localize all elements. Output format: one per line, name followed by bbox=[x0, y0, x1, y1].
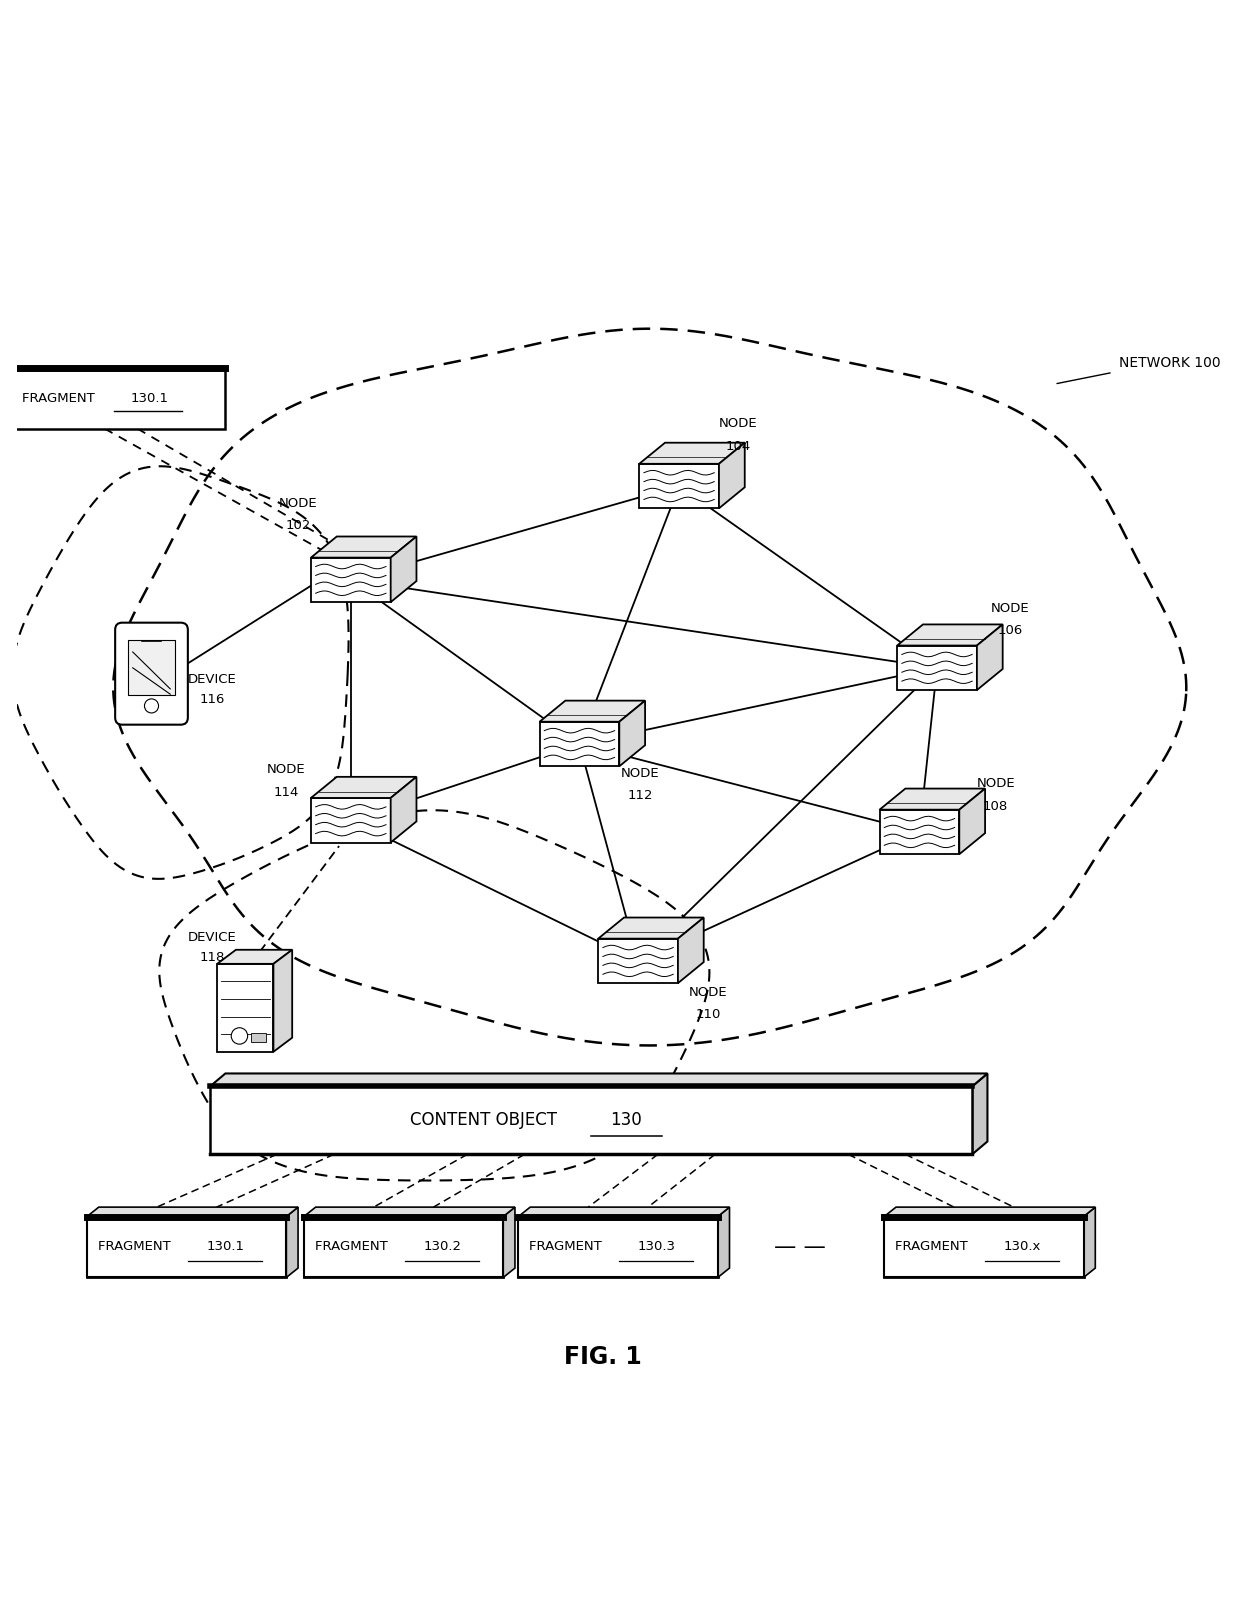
FancyBboxPatch shape bbox=[304, 1216, 503, 1277]
Polygon shape bbox=[678, 917, 704, 983]
Text: FIG. 1: FIG. 1 bbox=[564, 1345, 642, 1370]
Polygon shape bbox=[217, 964, 274, 1051]
Polygon shape bbox=[391, 537, 417, 602]
Polygon shape bbox=[960, 789, 985, 854]
Text: 130.x: 130.x bbox=[1004, 1240, 1042, 1253]
FancyBboxPatch shape bbox=[128, 640, 175, 695]
FancyBboxPatch shape bbox=[115, 623, 187, 724]
Polygon shape bbox=[539, 700, 645, 721]
Polygon shape bbox=[884, 1208, 1095, 1216]
FancyBboxPatch shape bbox=[210, 1087, 972, 1155]
Polygon shape bbox=[598, 917, 704, 938]
Text: 130.1: 130.1 bbox=[206, 1240, 244, 1253]
Polygon shape bbox=[640, 464, 719, 508]
Text: 130: 130 bbox=[610, 1111, 642, 1129]
Polygon shape bbox=[719, 443, 745, 508]
Polygon shape bbox=[977, 624, 1003, 690]
Text: 118: 118 bbox=[200, 951, 226, 964]
Text: CONTENT OBJECT: CONTENT OBJECT bbox=[409, 1111, 562, 1129]
Polygon shape bbox=[718, 1208, 729, 1277]
FancyBboxPatch shape bbox=[87, 1216, 286, 1277]
Polygon shape bbox=[972, 1074, 987, 1155]
Polygon shape bbox=[87, 1208, 298, 1216]
Text: NODE: NODE bbox=[279, 496, 317, 511]
Text: 110: 110 bbox=[696, 1009, 722, 1022]
Text: FRAGMENT: FRAGMENT bbox=[895, 1240, 972, 1253]
Text: 114: 114 bbox=[274, 786, 299, 799]
Text: 130.1: 130.1 bbox=[130, 391, 169, 404]
Polygon shape bbox=[311, 537, 417, 558]
Text: FRAGMENT: FRAGMENT bbox=[529, 1240, 606, 1253]
Text: 112: 112 bbox=[627, 789, 653, 802]
Text: 116: 116 bbox=[200, 694, 226, 707]
Polygon shape bbox=[518, 1208, 729, 1216]
Text: — —: — — bbox=[774, 1237, 826, 1256]
Polygon shape bbox=[1084, 1208, 1095, 1277]
Text: FRAGMENT: FRAGMENT bbox=[22, 391, 99, 404]
Text: 130.3: 130.3 bbox=[637, 1240, 676, 1253]
Polygon shape bbox=[252, 1033, 267, 1043]
Text: DEVICE: DEVICE bbox=[188, 673, 237, 686]
FancyBboxPatch shape bbox=[7, 367, 224, 429]
Text: DEVICE: DEVICE bbox=[188, 931, 237, 944]
Polygon shape bbox=[539, 721, 619, 766]
Polygon shape bbox=[311, 776, 417, 797]
Polygon shape bbox=[311, 558, 391, 602]
Text: NODE: NODE bbox=[991, 602, 1029, 614]
Polygon shape bbox=[898, 645, 977, 690]
Text: NODE: NODE bbox=[267, 763, 305, 776]
Polygon shape bbox=[210, 1074, 987, 1087]
Text: NETWORK 100: NETWORK 100 bbox=[1118, 356, 1220, 370]
Polygon shape bbox=[619, 700, 645, 766]
Circle shape bbox=[231, 1028, 248, 1045]
Polygon shape bbox=[879, 810, 960, 854]
Text: FRAGMENT: FRAGMENT bbox=[98, 1240, 175, 1253]
Polygon shape bbox=[879, 789, 985, 810]
FancyBboxPatch shape bbox=[518, 1216, 718, 1277]
Polygon shape bbox=[503, 1208, 515, 1277]
Polygon shape bbox=[286, 1208, 298, 1277]
Polygon shape bbox=[311, 797, 391, 842]
Text: NODE: NODE bbox=[689, 986, 728, 999]
Text: FRAGMENT: FRAGMENT bbox=[315, 1240, 392, 1253]
Polygon shape bbox=[274, 949, 293, 1051]
Polygon shape bbox=[640, 443, 745, 464]
Polygon shape bbox=[598, 938, 678, 983]
Text: NODE: NODE bbox=[621, 766, 660, 779]
Polygon shape bbox=[217, 949, 293, 964]
Polygon shape bbox=[391, 776, 417, 842]
Polygon shape bbox=[898, 624, 1003, 645]
Text: 106: 106 bbox=[997, 624, 1022, 637]
Text: NODE: NODE bbox=[976, 778, 1016, 791]
Text: 104: 104 bbox=[725, 440, 750, 453]
Circle shape bbox=[145, 699, 159, 713]
Text: 130.2: 130.2 bbox=[423, 1240, 461, 1253]
Text: 102: 102 bbox=[285, 519, 311, 532]
Polygon shape bbox=[304, 1208, 515, 1216]
Text: NODE: NODE bbox=[718, 417, 758, 430]
FancyBboxPatch shape bbox=[884, 1216, 1084, 1277]
Text: 108: 108 bbox=[983, 800, 1008, 813]
